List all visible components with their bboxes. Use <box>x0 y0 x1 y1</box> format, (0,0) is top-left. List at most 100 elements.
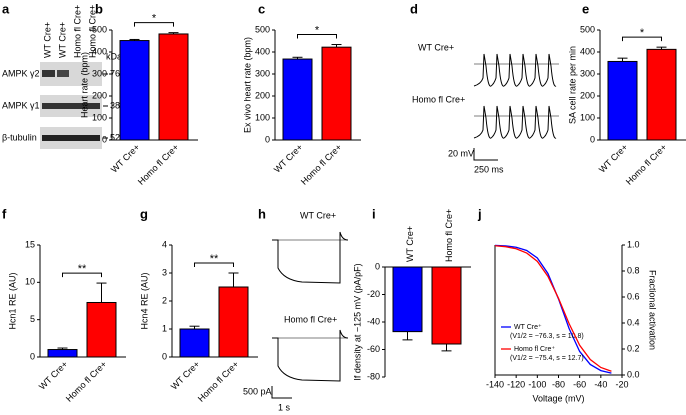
bar <box>218 286 249 358</box>
panel-label: f <box>2 206 7 221</box>
x-tick-label: -140 <box>486 379 504 389</box>
panel-label: d <box>410 1 418 16</box>
panel-label: c <box>258 1 265 16</box>
trace-label: WT Cre+ <box>418 42 454 52</box>
x-tick-label: Homo fl Cre+ <box>299 142 344 187</box>
marker-label: 52 <box>110 132 120 142</box>
x-tick-label: WT Cre+ <box>405 226 415 262</box>
marker-label: 76 <box>110 68 120 78</box>
scale-bar <box>473 148 498 161</box>
lane-label: Homo fl Cre+ <box>87 5 97 58</box>
y-tick-label: 100 <box>255 112 270 122</box>
band <box>57 70 69 77</box>
panel-label: b <box>95 1 103 16</box>
band <box>42 70 55 77</box>
y-tick-label: 0 <box>590 134 595 144</box>
panel-label: e <box>582 1 589 16</box>
significance-bracket <box>62 272 102 278</box>
bar <box>282 58 313 141</box>
x-tick-label: Homo fl Cre+ <box>136 142 181 187</box>
y-tick-label: 300 <box>255 68 270 78</box>
x-tick-label: WT Cre+ <box>169 359 202 392</box>
trace-label: WT Cre+ <box>300 210 336 220</box>
y-tick-label: -40 <box>367 316 380 326</box>
bar <box>321 46 352 141</box>
y-tick-label: 3 <box>162 267 167 277</box>
x-tick-label: WT Cre+ <box>272 142 305 175</box>
panel-label: h <box>258 206 266 221</box>
x-tick-label: -40 <box>594 379 607 389</box>
y-axis-label: SA cell rate per min <box>567 46 577 124</box>
significance-label: * <box>315 24 320 36</box>
y2-tick-label: 0.6 <box>627 291 640 301</box>
bar <box>607 60 638 141</box>
scale-bar <box>271 386 292 399</box>
y-tick-label: 0 <box>265 134 270 144</box>
y-tick-label: 200 <box>580 90 595 100</box>
x-tick-label: -20 <box>615 379 628 389</box>
x-tick-label: WT Cre+ <box>109 142 142 175</box>
x-tick-label: Homo fl Cre+ <box>444 209 454 262</box>
y-tick-label: 15 <box>25 239 35 249</box>
band <box>42 103 100 109</box>
bar <box>86 301 117 358</box>
y-axis-label: Ex vivo heart rate (bpm) <box>242 37 252 133</box>
x-tick-label: -120 <box>507 379 525 389</box>
y-tick-label: 2 <box>162 295 167 305</box>
y2-tick-label: 0.0 <box>627 369 640 379</box>
bar <box>431 266 462 345</box>
panel-label: g <box>140 206 148 221</box>
significance-bracket <box>194 262 234 267</box>
legend-note: (V1/2 = −75.4, s = 12.7) <box>510 355 584 362</box>
marker-label: 38 <box>110 100 120 110</box>
panel-label: a <box>2 1 10 16</box>
y-tick-label: 500 <box>92 24 107 34</box>
y2-axis-label: Fractional activation <box>648 270 658 350</box>
y-tick-label: 200 <box>92 90 107 100</box>
y-tick-label: 10 <box>25 277 35 287</box>
significance-bracket <box>134 22 174 27</box>
y-tick-label: 500 <box>255 24 270 34</box>
y-tick-label: -20 <box>367 289 380 299</box>
bar <box>179 328 210 358</box>
legend-label: Homo fl Cre⁺ <box>514 346 555 353</box>
current-trace <box>272 329 349 382</box>
y-tick-label: 4 <box>162 239 167 249</box>
row-label: β-tubulin <box>2 132 37 142</box>
x-tick-label: Homo fl Cre+ <box>64 359 109 404</box>
x-tick-label: -60 <box>573 379 586 389</box>
y-tick-label: 0 <box>162 351 167 361</box>
bar <box>119 40 150 141</box>
significance-label: * <box>640 27 645 39</box>
y-tick-label: 5 <box>30 314 35 324</box>
y2-tick-label: 0.2 <box>627 343 640 353</box>
y2-tick-label: 0.4 <box>627 317 640 327</box>
x-tick-label: WT Cre+ <box>37 359 70 392</box>
y-axis-label: Heart rate (bpm) <box>79 52 89 118</box>
legend-label: WT Cre⁺ <box>514 324 542 331</box>
scale-label: 500 pA <box>243 386 272 396</box>
y-tick-label: 400 <box>255 46 270 56</box>
y-tick-label: 300 <box>580 68 595 78</box>
y2-tick-label: 1.0 <box>627 239 640 249</box>
lane-label: Homo fl Cre+ <box>72 5 82 58</box>
bar <box>158 33 189 141</box>
series-line <box>494 245 612 372</box>
panel-label: j <box>477 206 482 221</box>
current-trace <box>272 231 349 284</box>
scale-label: 20 mV <box>448 148 474 158</box>
y-tick-label: 400 <box>92 46 107 56</box>
x-axis-label: Voltage (mV) <box>532 393 584 403</box>
significance-bracket <box>297 34 337 39</box>
y-tick-label: -60 <box>367 344 380 354</box>
trace-label: Homo fl Cre+ <box>284 314 337 324</box>
trace-label: Homo fl Cre+ <box>412 94 465 104</box>
x-tick-label: Homo fl Cre+ <box>624 142 669 187</box>
ap-trace <box>473 53 557 87</box>
bar <box>47 349 78 358</box>
y-tick-label: 0 <box>102 134 107 144</box>
y-tick-label: 100 <box>92 112 107 122</box>
bar <box>392 266 423 333</box>
x-tick-label: -100 <box>528 379 546 389</box>
